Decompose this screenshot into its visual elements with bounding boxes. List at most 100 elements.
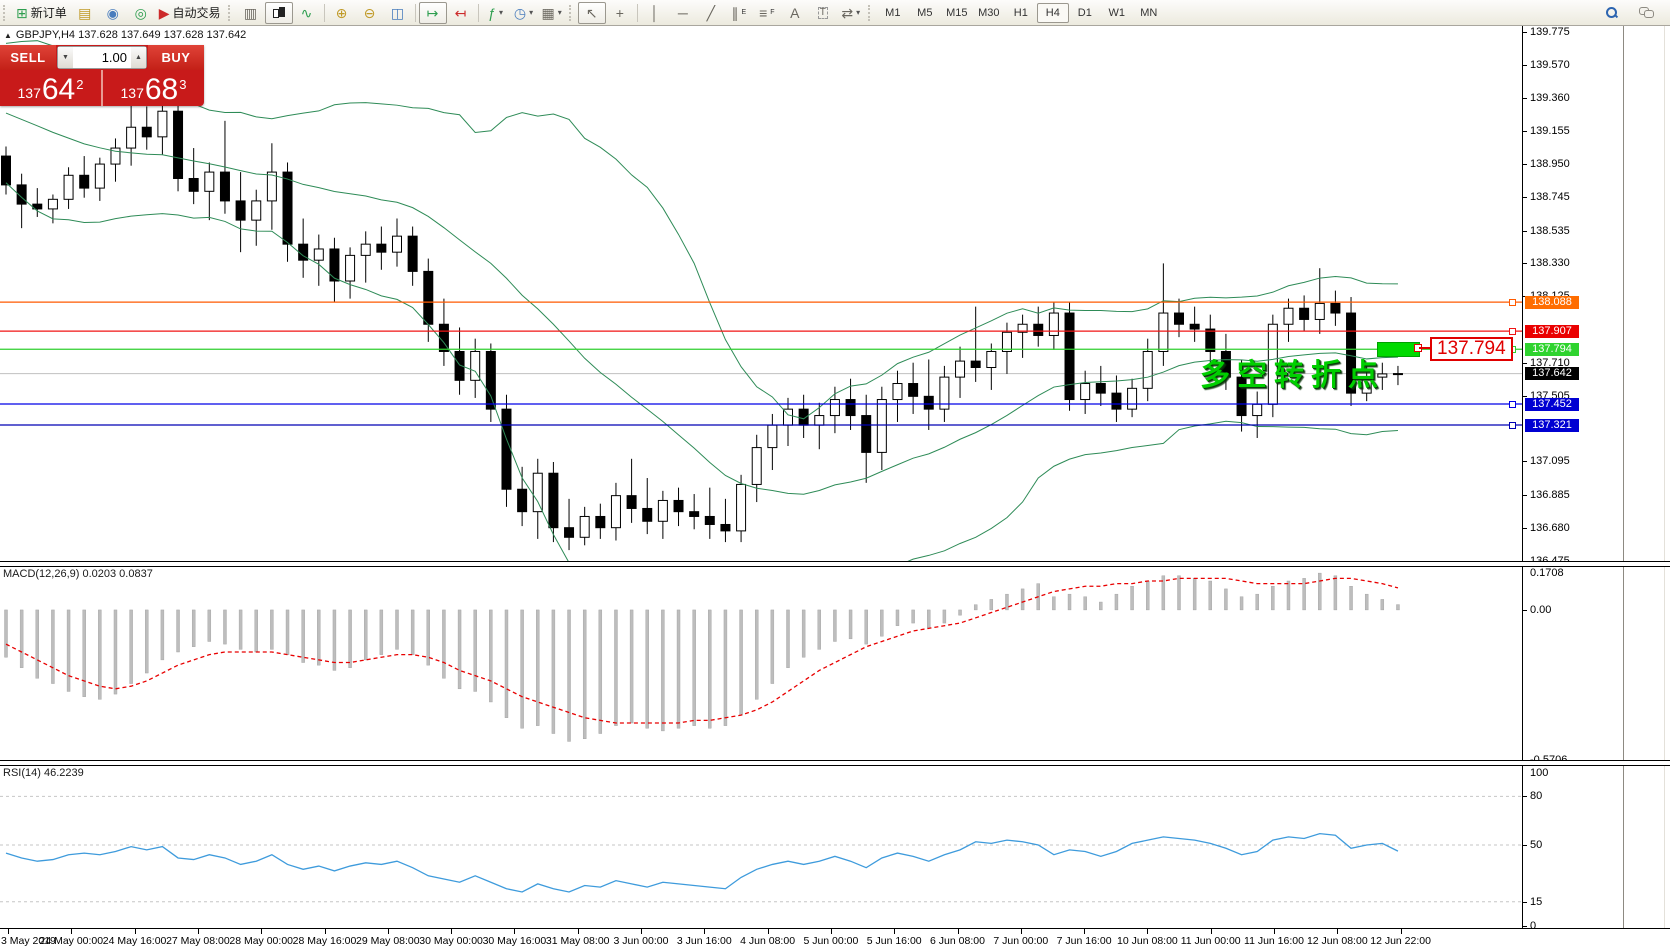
volume-decrease-button[interactable]: ▼	[58, 47, 73, 68]
price-tick-label: 136.680	[1530, 521, 1570, 534]
signals-button[interactable]: ◎	[127, 2, 155, 24]
main-price-chart[interactable]	[0, 26, 1522, 561]
symbol-ohlc-text: GBPJPY,H4 137.628 137.649 137.628 137.64…	[15, 29, 247, 41]
price-scale[interactable]: 139.775 139.570 139.360 139.155 138.950 138.7…	[1522, 25, 1624, 932]
time-label: 10 Jun 08:00	[1117, 935, 1178, 947]
volume-input[interactable]	[73, 49, 131, 66]
channel-button[interactable]: ∥ E	[731, 4, 747, 21]
time-tick	[451, 929, 453, 934]
vertical-line-button[interactable]: │	[641, 2, 669, 24]
time-tick	[134, 929, 136, 934]
zoom-out-icon: ⊖	[363, 4, 376, 21]
time-label: 3 May 2019	[1, 935, 56, 947]
timeframe-d1[interactable]: D1	[1077, 6, 1092, 19]
toolbar-grip[interactable]	[227, 4, 233, 21]
autotrading-button[interactable]: ▶ 自动交易	[158, 4, 221, 21]
timeframe-h4[interactable]: H4	[1036, 2, 1069, 23]
scale-tick	[1523, 395, 1527, 397]
crosshair-button[interactable]: +	[606, 2, 634, 24]
market-watch-icon: ▤	[78, 4, 92, 21]
timeframe-h1[interactable]: H1	[1013, 6, 1028, 19]
price-level-tag: 137.907	[1525, 324, 1579, 338]
candlestick-chart-button[interactable]	[264, 1, 293, 24]
scale-tick	[1523, 64, 1527, 66]
buy-button[interactable]: BUY	[148, 45, 204, 70]
time-label: 7 Jun 16:00	[1056, 935, 1112, 947]
time-label: 30 May 16:00	[482, 935, 547, 947]
search-button[interactable]	[1598, 2, 1626, 24]
chart-shift-icon: ↤	[454, 4, 467, 21]
market-watch-button[interactable]: ▤	[71, 2, 99, 24]
text-label-button[interactable]: T	[809, 2, 837, 24]
panel-separator[interactable]	[0, 760, 1670, 766]
line-anchor	[1509, 422, 1516, 429]
price-level-tag: 137.794	[1525, 342, 1579, 356]
timeframe-mn[interactable]: MN	[1140, 6, 1158, 19]
timeframe-m5[interactable]: M5	[917, 6, 933, 19]
time-tick	[1210, 929, 1212, 934]
auto-scroll-button[interactable]: ↦	[418, 1, 447, 24]
timeframe-m15[interactable]: M15	[946, 6, 968, 19]
cursor-icon: ↖	[585, 4, 598, 21]
timeframe-w1[interactable]: W1	[1108, 6, 1126, 19]
zoom-out-button[interactable]: ⊖	[356, 2, 384, 24]
tile-windows-icon: ◫	[390, 4, 405, 21]
chat-button[interactable]	[1632, 2, 1660, 24]
text-button[interactable]: A	[781, 2, 809, 24]
panel-separator[interactable]	[0, 561, 1670, 567]
new-order-button[interactable]: ⊞ 新订单	[16, 4, 67, 21]
text-icon: A	[790, 4, 800, 21]
price-callout[interactable]: 137.794	[1430, 337, 1513, 361]
time-tick	[1147, 929, 1149, 934]
rsi-scale-label: 100	[1530, 767, 1549, 779]
buy-price[interactable]: 137 68 3	[120, 73, 187, 106]
time-tick	[514, 929, 516, 934]
toolbar-grip[interactable]	[3, 4, 8, 21]
chinese-annotation[interactable]: 多空转折点	[1200, 359, 1385, 392]
symbol-bar: ▲ GBPJPY,H4 137.628 137.649 137.628 137.…	[4, 29, 246, 41]
time-axis[interactable]: 3 May 2019 24 May 00:00 24 May 16:00 27 May…	[0, 928, 1670, 949]
volume-increase-button[interactable]: ▲	[131, 47, 146, 68]
chart-shift-button[interactable]: ↤	[447, 2, 475, 24]
trendline-button[interactable]: ╱	[697, 2, 725, 24]
time-tick	[1084, 929, 1086, 934]
volume-spinner: ▼ ▲	[57, 46, 147, 69]
cursor-button[interactable]: ↖	[577, 1, 606, 24]
templates-button[interactable]: ▦ ▾	[538, 2, 566, 24]
rsi-panel[interactable]	[0, 764, 1522, 926]
tile-windows-button[interactable]: ◫	[384, 2, 412, 24]
indicators-button[interactable]: ƒ ▾	[482, 2, 510, 24]
scale-tick	[1523, 901, 1527, 903]
fibonacci-button[interactable]: ≡ F	[759, 4, 775, 21]
navigator-button[interactable]: ◉	[99, 2, 127, 24]
periods-icon: ◷	[513, 4, 527, 21]
toolbar-grip[interactable]	[867, 4, 873, 21]
text-label-icon: T	[817, 6, 828, 19]
toolbar-grip[interactable]	[568, 4, 574, 21]
time-label: 12 Jun 08:00	[1306, 935, 1368, 947]
arrows-button[interactable]: ⇄ ▾	[837, 2, 865, 24]
line-chart-button[interactable]: ∿	[293, 2, 321, 24]
time-tick	[387, 929, 389, 934]
time-label: 4 Jun 08:00	[740, 935, 796, 947]
sell-button[interactable]: SELL	[0, 45, 56, 70]
timeframe-m30[interactable]: M30	[978, 6, 1000, 19]
price-level-tag: 137.452	[1525, 397, 1579, 411]
scale-tick	[1523, 98, 1527, 100]
price-tick-label: 137.095	[1530, 455, 1570, 468]
horizontal-line-button[interactable]: ─	[669, 2, 697, 24]
time-tick	[261, 929, 263, 934]
bar-chart-button[interactable]: ▥	[237, 2, 265, 24]
scale-tick	[1523, 461, 1527, 463]
periods-button[interactable]: ◷ ▾	[510, 2, 538, 24]
time-tick	[71, 929, 73, 934]
sell-price[interactable]: 137 64 2	[0, 70, 103, 106]
zoom-in-button[interactable]: ⊕	[328, 2, 356, 24]
fibonacci-icon: ≡	[759, 4, 768, 21]
timeframe-m1[interactable]: M1	[885, 6, 901, 19]
navigator-icon: ◉	[106, 4, 119, 21]
time-label: 24 May 16:00	[102, 935, 167, 947]
chat-icon	[1639, 7, 1654, 18]
macd-panel[interactable]	[0, 565, 1522, 760]
